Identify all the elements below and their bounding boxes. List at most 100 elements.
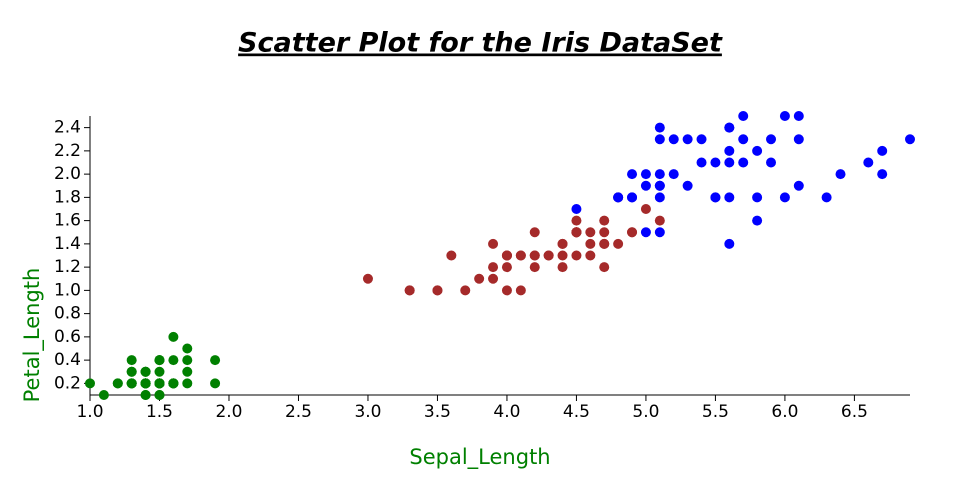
point <box>529 262 540 273</box>
chart-title: Scatter Plot for the Iris DataSet <box>238 28 723 59</box>
point <box>154 366 165 377</box>
point <box>877 145 888 156</box>
x-tick-label: 3.0 <box>354 402 381 422</box>
point <box>599 215 610 226</box>
point <box>640 204 651 214</box>
point <box>85 378 95 389</box>
point <box>627 169 638 180</box>
point <box>182 366 193 377</box>
point <box>98 390 109 400</box>
point <box>404 285 415 296</box>
point <box>724 122 735 133</box>
point <box>738 111 749 121</box>
point <box>654 192 665 203</box>
point <box>821 192 832 203</box>
point <box>585 250 596 261</box>
y-tick-label: 1.4 <box>54 234 81 254</box>
point <box>738 157 749 168</box>
point <box>835 169 846 180</box>
point <box>724 157 735 168</box>
y-tick-label: 0.6 <box>54 327 81 347</box>
point <box>710 192 721 203</box>
point <box>752 215 763 226</box>
point <box>571 204 582 214</box>
point <box>654 169 665 180</box>
x-tick-label: 2.0 <box>215 402 242 422</box>
point <box>627 227 638 238</box>
x-tick-label: 5.5 <box>702 402 729 422</box>
point <box>654 227 665 238</box>
y-tick-label: 0.2 <box>54 373 81 393</box>
point <box>779 111 790 121</box>
point <box>126 378 137 389</box>
point <box>793 180 804 191</box>
point <box>766 134 777 145</box>
point <box>557 262 568 273</box>
point <box>654 215 665 226</box>
point <box>154 378 165 389</box>
point <box>724 192 735 203</box>
point <box>738 134 749 145</box>
point <box>571 215 582 226</box>
x-tick-label: 1.0 <box>76 402 103 422</box>
point <box>779 192 790 203</box>
point <box>557 250 568 261</box>
point <box>460 285 471 296</box>
point <box>696 134 707 145</box>
point <box>446 250 457 261</box>
point <box>682 134 693 145</box>
point <box>168 355 179 366</box>
point <box>474 273 485 284</box>
point <box>613 238 624 249</box>
point <box>613 192 624 203</box>
x-tick-label: 6.5 <box>841 402 868 422</box>
point <box>543 250 554 261</box>
point <box>210 355 221 366</box>
x-tick-label: 1.5 <box>146 402 173 422</box>
point <box>724 145 735 156</box>
point <box>877 169 888 180</box>
y-axis-title: Petal_Length <box>20 268 45 403</box>
point <box>766 157 777 168</box>
point <box>599 238 610 249</box>
point <box>154 355 165 366</box>
point <box>168 378 179 389</box>
point <box>210 378 221 389</box>
point <box>654 180 665 191</box>
point <box>529 227 540 238</box>
point <box>724 238 735 249</box>
point <box>154 390 165 400</box>
point <box>640 169 651 180</box>
point <box>905 134 915 145</box>
point <box>501 250 512 261</box>
point <box>585 227 596 238</box>
y-tick-label: 2.4 <box>54 118 81 138</box>
x-tick-label: 4.0 <box>493 402 520 422</box>
point <box>362 273 373 284</box>
point <box>140 378 151 389</box>
y-tick-label: 2.0 <box>54 164 81 184</box>
point <box>654 122 665 133</box>
point <box>112 378 123 389</box>
point <box>501 262 512 273</box>
point <box>585 238 596 249</box>
point <box>501 285 512 296</box>
point <box>752 192 763 203</box>
point <box>571 250 582 261</box>
point <box>599 227 610 238</box>
point <box>710 157 721 168</box>
point <box>182 343 193 354</box>
point <box>488 238 499 249</box>
x-tick-label: 6.0 <box>771 402 798 422</box>
point <box>793 134 804 145</box>
point <box>627 192 638 203</box>
point <box>126 366 137 377</box>
point <box>182 355 193 366</box>
point <box>668 134 679 145</box>
point <box>140 366 151 377</box>
point <box>182 378 193 389</box>
y-tick-label: 0.8 <box>54 304 81 324</box>
point <box>432 285 443 296</box>
point <box>654 134 665 145</box>
